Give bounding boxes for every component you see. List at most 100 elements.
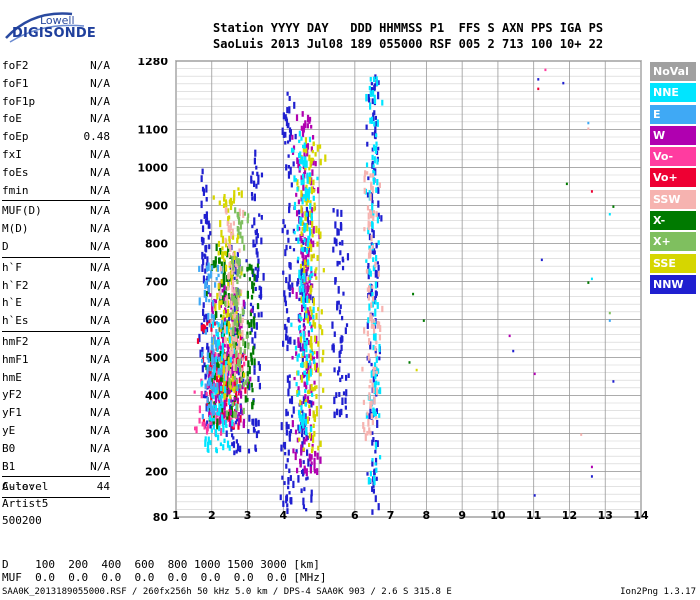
data-point (371, 147, 374, 152)
data-point (374, 333, 377, 342)
param-value: N/A (90, 147, 110, 161)
data-point (234, 364, 238, 371)
data-point (366, 472, 369, 476)
data-point (304, 259, 307, 265)
data-point (301, 285, 305, 293)
data-point (338, 241, 342, 246)
data-point (247, 213, 250, 218)
data-point (203, 421, 206, 430)
data-point (205, 391, 208, 396)
data-point (298, 226, 301, 231)
data-point (206, 405, 209, 412)
data-point (303, 166, 307, 174)
data-point (317, 307, 320, 312)
data-point (222, 251, 225, 260)
data-point (226, 220, 229, 227)
data-point (224, 410, 227, 418)
data-point (227, 353, 230, 359)
data-point (221, 295, 224, 303)
data-point (332, 246, 335, 253)
data-point (213, 298, 216, 303)
data-point (284, 114, 287, 121)
legend-entry-w: W (650, 125, 696, 145)
data-point (253, 195, 256, 202)
x-tick-label: 9 (458, 509, 466, 522)
data-point (298, 139, 301, 144)
data-point (303, 467, 306, 474)
data-point (302, 323, 305, 328)
data-point (257, 258, 260, 265)
data-point (206, 352, 209, 360)
data-point (305, 477, 308, 481)
data-point (300, 136, 303, 141)
data-point (222, 196, 226, 202)
data-point (302, 396, 305, 405)
data-point (229, 394, 232, 400)
y-tick-label: 700 (145, 275, 168, 288)
data-point (309, 321, 312, 326)
data-point (287, 449, 290, 456)
data-point (303, 336, 306, 342)
data-point (373, 390, 376, 395)
data-point (370, 192, 374, 201)
data-point (225, 309, 228, 316)
data-point (229, 365, 232, 370)
data-point (295, 382, 298, 387)
data-point (298, 274, 301, 279)
data-point (242, 338, 245, 347)
data-point (230, 264, 234, 270)
data-point (218, 257, 221, 264)
data-point (251, 402, 254, 410)
data-point (248, 277, 252, 281)
data-point (367, 227, 370, 235)
data-point (235, 407, 238, 415)
data-point (309, 293, 312, 301)
data-point (333, 411, 336, 418)
data-point (336, 209, 339, 217)
data-point (212, 421, 215, 427)
data-point (250, 264, 253, 271)
data-point (374, 495, 377, 503)
data-point (223, 316, 226, 324)
data-point (537, 78, 540, 81)
data-point (312, 306, 315, 314)
data-point (250, 179, 253, 184)
data-point (308, 235, 311, 240)
data-point (212, 260, 215, 269)
data-point (225, 430, 228, 437)
data-point (305, 345, 308, 353)
data-point (375, 281, 379, 288)
data-point (298, 297, 301, 302)
data-point (209, 366, 212, 372)
data-point (239, 404, 243, 409)
data-point (281, 127, 284, 135)
data-point (291, 134, 294, 140)
data-point (209, 293, 212, 297)
data-point (295, 237, 298, 241)
data-point (313, 350, 316, 355)
data-point (301, 441, 304, 449)
data-point (228, 228, 231, 233)
data-point (221, 342, 224, 351)
data-point (211, 265, 214, 270)
data-point (304, 215, 308, 220)
data-point (378, 334, 382, 341)
data-point (206, 441, 210, 449)
data-point (301, 433, 304, 438)
data-point (333, 331, 336, 337)
data-point (206, 256, 209, 265)
param-row: foF1 N/A (2, 75, 110, 93)
data-point (216, 264, 220, 272)
data-point (229, 270, 233, 278)
data-point (240, 190, 243, 198)
data-point (303, 238, 306, 243)
data-point (587, 121, 590, 125)
param-row: foE N/A (2, 110, 110, 128)
data-point (315, 312, 318, 320)
data-point (296, 437, 299, 443)
data-point (301, 173, 305, 178)
data-point (282, 270, 285, 275)
data-point (239, 275, 242, 279)
data-point (316, 452, 319, 460)
param-name: hmE (2, 370, 22, 384)
